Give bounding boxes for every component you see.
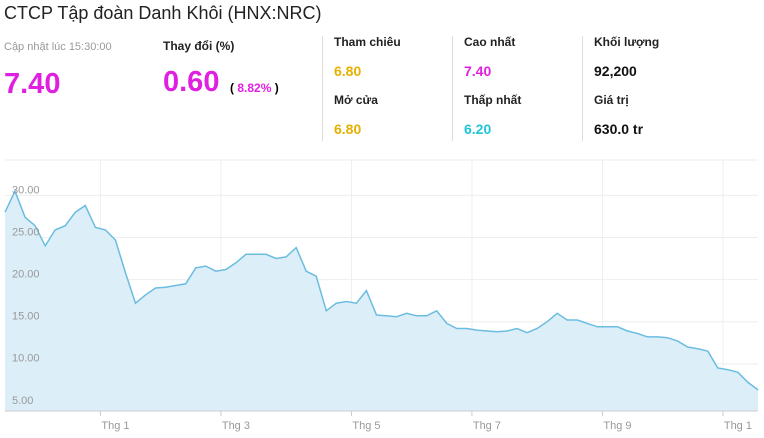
x-tick-label: Thg 1: [724, 420, 752, 432]
change-pct-box: ( 8.82% ): [230, 81, 279, 95]
stat-value: 6.80: [334, 63, 362, 79]
x-tick-label: Thg 3: [222, 420, 250, 432]
divider: [582, 36, 583, 141]
stat-label: Cao nhất: [464, 35, 516, 49]
updated: Cập nhật lúc 15:30:00: [4, 41, 112, 53]
stat-label: Giá trị: [594, 93, 629, 107]
stat-value: 7.40: [464, 63, 492, 79]
x-tick-label: Thg 7: [473, 420, 501, 432]
stat-value: 6.80: [334, 121, 362, 137]
stat-label: Mở cửa: [334, 93, 378, 107]
x-tick-label: Thg 5: [352, 420, 380, 432]
y-tick-label: 15.00: [12, 311, 40, 323]
area-fill: [5, 191, 758, 411]
divider: [452, 36, 453, 141]
stat-value: 92,200: [594, 63, 637, 79]
price: 7.40: [4, 68, 61, 100]
y-tick-label: 30.00: [12, 184, 40, 196]
y-tick-label: 25.00: [12, 226, 40, 238]
y-tick-label: 5.00: [12, 395, 33, 407]
x-tick-label: Thg 1: [101, 420, 129, 432]
change: 0.60: [163, 66, 220, 98]
x-tick-label: Thg 9: [603, 420, 631, 432]
divider: [322, 36, 323, 141]
title: CTCP Tập đoàn Danh Khôi (HNX:NRC): [4, 3, 322, 23]
paren: ): [274, 81, 279, 95]
stat-value: 6.20: [464, 121, 492, 137]
change-pct: 8.82%: [237, 81, 272, 95]
stat-label: Tham chiêu: [334, 35, 401, 49]
change-label: Thay đổi (%): [163, 39, 235, 53]
y-tick-label: 20.00: [12, 269, 40, 281]
stat-label: Khối lượng: [594, 35, 660, 49]
y-tick-label: 10.00: [12, 353, 40, 365]
stat-label: Thấp nhất: [464, 93, 522, 107]
stat-value: 630.0 tr: [594, 121, 644, 137]
paren: (: [230, 81, 234, 95]
price-line: [4, 189, 759, 391]
